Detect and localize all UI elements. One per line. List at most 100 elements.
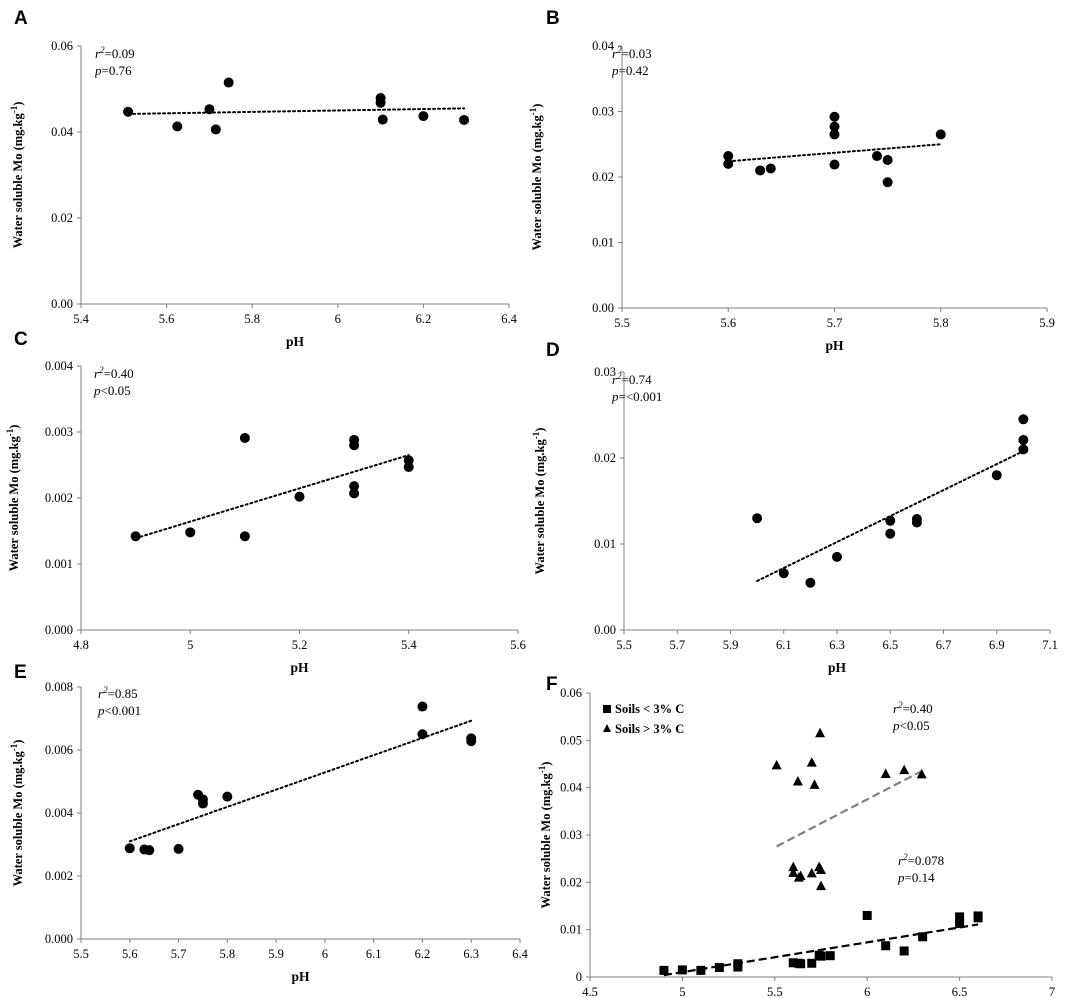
data-point — [210, 124, 221, 135]
x-axis-label: pH — [290, 660, 309, 675]
x-tick-label: 5.7 — [827, 316, 843, 330]
data-point-triangle — [788, 867, 799, 877]
data-point — [222, 791, 233, 802]
data-point-square — [881, 941, 891, 951]
trend-line — [776, 770, 923, 848]
data-point-triangle — [788, 861, 799, 872]
y-tick-label: 0.02 — [51, 211, 73, 225]
y-axis-label: Water soluble Mo (mg.kg-1) — [537, 762, 553, 909]
x-tick-label: 5.6 — [159, 312, 175, 326]
data-point — [349, 481, 360, 492]
y-tick-label: 0.004 — [45, 359, 74, 373]
r2-annotation: r2=0.03 — [612, 45, 652, 61]
x-tick-label: 5.8 — [220, 947, 236, 961]
x-tick-label: 5.7 — [669, 638, 685, 652]
x-tick-label: 6.4 — [512, 947, 528, 961]
data-point — [1018, 444, 1029, 455]
x-tick-label: 6.1 — [776, 638, 792, 652]
r2-annotation: r2=0.078 — [898, 852, 944, 868]
y-axis-label: Water soluble Mo (mg.kg-1) — [5, 425, 21, 572]
data-point-square — [955, 912, 965, 922]
y-tick-label: 0.000 — [45, 932, 73, 946]
data-point-triangle — [809, 779, 820, 789]
x-tick-label: 6.2 — [416, 312, 432, 326]
x-tick-label: 5.8 — [933, 316, 949, 330]
data-point — [872, 151, 882, 162]
x-tick-label: 6.5 — [882, 638, 898, 652]
data-point — [223, 77, 234, 88]
x-tick-label: 5.9 — [723, 638, 739, 652]
p-value-annotation: p=0.76 — [94, 63, 132, 78]
x-tick-label: 5.2 — [292, 638, 308, 652]
data-point-square — [788, 958, 798, 968]
x-tick-label: 5 — [187, 638, 193, 652]
data-point-square — [816, 951, 826, 961]
data-point — [765, 163, 776, 174]
panel-B: B 0.00 0.01 0.02 0.03 0.04 5.5 5.6 5.7 5.8 5.9 pH Wa… — [528, 8, 1055, 353]
trend-line — [128, 719, 473, 843]
data-point — [377, 114, 388, 125]
x-axis-label: pH — [286, 334, 305, 349]
r2-annotation: r2=0.74 — [612, 371, 652, 387]
data-point — [375, 97, 386, 108]
data-point-square — [796, 959, 806, 969]
y-tick-label: 0.02 — [592, 170, 614, 184]
panel-A: A 0.00 0.02 0.04 0.06 5.4 5.6 5.8 6 6.2 6.4 pH Water… — [9, 8, 518, 349]
data-point — [239, 531, 250, 542]
data-point-triangle — [771, 759, 782, 770]
data-point-triangle — [916, 768, 927, 779]
data-point — [239, 432, 250, 443]
y-tick-label: 0.002 — [45, 869, 73, 883]
data-point — [173, 843, 184, 854]
x-tick-label: 6.3 — [829, 638, 845, 652]
y-tick-label: 0.000 — [45, 623, 73, 637]
x-tick-label: 6.3 — [463, 947, 479, 961]
data-point-triangle — [815, 727, 826, 738]
data-point — [911, 517, 922, 528]
x-tick-label: 6.7 — [936, 638, 952, 652]
data-point-triangle — [795, 870, 806, 881]
y-tick-label: 0.03 — [592, 105, 614, 119]
trend-line — [756, 450, 1025, 582]
trend-line — [727, 143, 942, 163]
p-value-annotation: p=<0.001 — [611, 389, 662, 404]
y-tick-label: 0.00 — [51, 297, 73, 311]
x-tick-label: 5 — [679, 985, 685, 998]
data-point — [755, 165, 766, 176]
data-point — [417, 729, 428, 740]
panel-letter-A: A — [14, 8, 28, 29]
y-tick-label: 0.004 — [45, 806, 74, 820]
y-axis-label: Water soluble Mo (mg.kg-1) — [9, 740, 25, 887]
x-tick-label: 5.5 — [616, 638, 632, 652]
x-tick-label: 6.4 — [501, 312, 517, 326]
data-point — [829, 129, 840, 140]
data-point-square — [714, 963, 724, 973]
p-value-annotation: p<0.05 — [93, 383, 131, 398]
y-tick-label: 0.05 — [560, 733, 582, 747]
data-point-square — [955, 919, 965, 929]
data-point — [723, 158, 734, 169]
x-tick-label: 4.5 — [582, 985, 598, 998]
x-tick-label: 5.5 — [767, 985, 783, 998]
y-tick-label: 0.03 — [560, 828, 582, 842]
trend-line — [127, 107, 466, 115]
x-tick-label: 6.9 — [989, 638, 1005, 652]
data-point — [829, 111, 840, 122]
y-tick-label: 0.01 — [560, 923, 582, 937]
data-point — [466, 736, 477, 747]
y-axis-label: Water soluble Mo (mg.kg-1) — [531, 428, 547, 575]
data-point-square — [973, 913, 983, 923]
y-tick-label: 0.04 — [560, 781, 583, 795]
y-tick-label: 0.04 — [592, 39, 615, 53]
y-tick-label: 0.003 — [45, 425, 73, 439]
data-point — [294, 491, 305, 502]
data-point — [829, 159, 840, 170]
panel-D: D 0.00 0.01 0.02 0.03 5.5 5.7 5.9 6.1 6.3 6.5 6.7 6.… — [531, 340, 1058, 675]
x-tick-label: 5.5 — [73, 947, 89, 961]
data-point — [885, 515, 896, 526]
data-point — [403, 461, 414, 472]
y-axis-label: Water soluble Mo (mg.kg-1) — [9, 102, 25, 249]
r2-annotation: r2=0.85 — [98, 685, 138, 701]
data-point — [418, 111, 429, 122]
data-point — [349, 488, 360, 499]
